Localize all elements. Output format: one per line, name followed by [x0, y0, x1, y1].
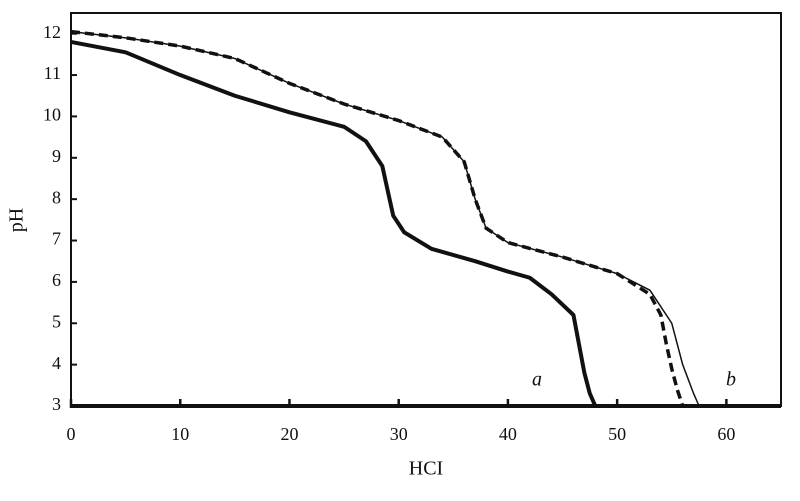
y-tick-label: 3: [52, 394, 61, 414]
x-tick-label: 40: [499, 424, 517, 444]
x-tick-label: 20: [280, 424, 298, 444]
y-tick-label: 12: [43, 22, 61, 42]
curve: [70, 39, 598, 407]
x-tick-label: 10: [171, 424, 189, 444]
y-tick-label: 11: [44, 63, 61, 83]
annotation: b: [726, 369, 736, 391]
y-tick-label: 5: [52, 311, 61, 331]
y-tick-label: 4: [52, 353, 61, 373]
x-tick-label: 0: [67, 424, 76, 444]
y-tick-label: 10: [43, 105, 61, 125]
x-axis-title: HCI: [409, 458, 443, 480]
curve: [70, 30, 700, 407]
x-tick-label: 30: [390, 424, 408, 444]
y-tick-label: 9: [52, 146, 61, 166]
annotation: a: [532, 369, 542, 391]
y-tick-label: 6: [52, 270, 61, 290]
x-tick-label: 60: [717, 424, 735, 444]
curve: [70, 29, 685, 407]
x-tick-label: 50: [608, 424, 626, 444]
y-tick-label: 8: [52, 187, 61, 207]
y-axis-title: pH: [6, 208, 28, 232]
y-tick-label: 7: [52, 229, 61, 249]
